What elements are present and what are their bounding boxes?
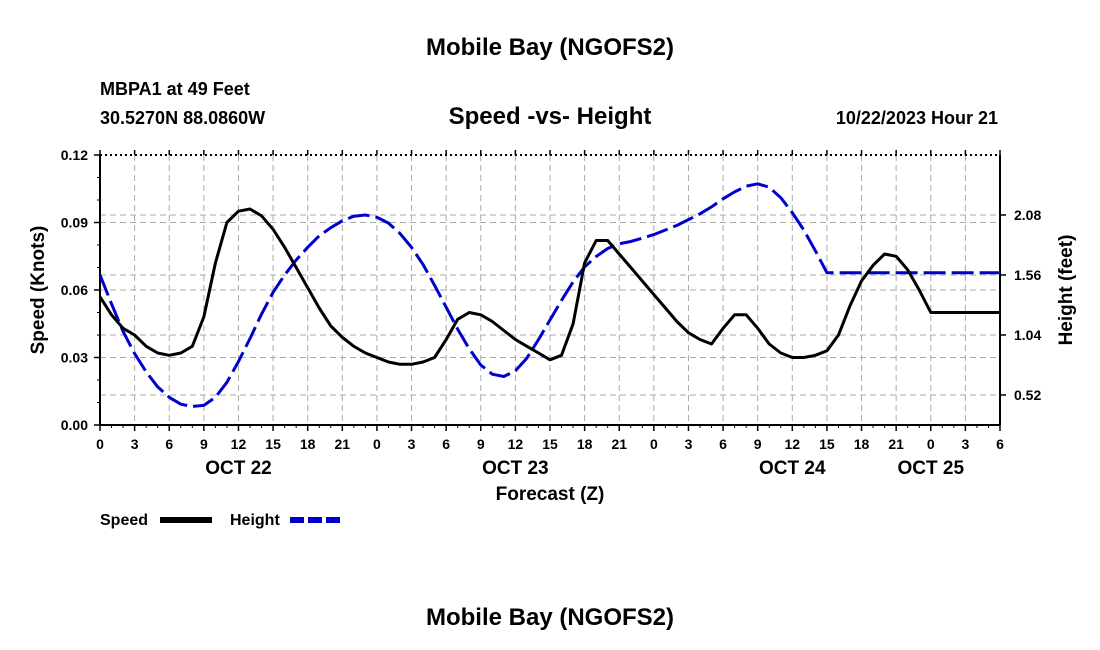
x-tick-label: 3 xyxy=(685,436,693,452)
y-left-tick-label: 0.00 xyxy=(61,417,88,433)
x-tick-label: 0 xyxy=(96,436,104,452)
x-tick-label: 6 xyxy=(165,436,173,452)
x-tick-label: 18 xyxy=(300,436,316,452)
x-tick-label: 15 xyxy=(542,436,558,452)
y-left-tick-label: 0.09 xyxy=(61,215,88,231)
y-axis-right-label: Height (feet) xyxy=(1056,235,1077,346)
x-tick-label: 12 xyxy=(231,436,247,452)
x-tick-label: 12 xyxy=(785,436,801,452)
x-tick-label: 6 xyxy=(442,436,450,452)
x-tick-label: 6 xyxy=(996,436,1004,452)
coordinates-label: 30.5270N 88.0860W xyxy=(100,108,265,128)
series-lines xyxy=(98,182,1000,408)
x-tick-label: 9 xyxy=(754,436,762,452)
date-label: OCT 24 xyxy=(759,458,826,479)
x-tick-label: 15 xyxy=(265,436,281,452)
chart-subtitle: Speed -vs- Height xyxy=(449,103,652,130)
date-label: OCT 23 xyxy=(482,458,549,479)
x-tick-label: 12 xyxy=(508,436,524,452)
x-tick-label: 0 xyxy=(927,436,935,452)
x-tick-label: 21 xyxy=(335,436,351,452)
y-right-tick-label: 0.52 xyxy=(1014,387,1041,403)
x-tick-label: 6 xyxy=(719,436,727,452)
legend-speed-label: Speed xyxy=(100,512,148,529)
x-tick-label: 3 xyxy=(961,436,969,452)
x-tick-label: 3 xyxy=(408,436,416,452)
y-right-tick-label: 1.04 xyxy=(1014,327,1041,343)
y-right-tick-label: 2.08 xyxy=(1014,207,1041,223)
x-tick-label: 3 xyxy=(131,436,139,452)
grid xyxy=(100,155,1000,425)
legend: Speed Height xyxy=(100,512,342,529)
forecast-datetime: 10/22/2023 Hour 21 xyxy=(836,108,998,128)
date-label: OCT 25 xyxy=(898,458,965,479)
x-tick-label: 0 xyxy=(373,436,381,452)
y-right-tick-label: 1.56 xyxy=(1014,267,1041,283)
date-label: OCT 22 xyxy=(205,458,272,479)
legend-height-label: Height xyxy=(230,512,280,529)
x-tick-label: 15 xyxy=(819,436,835,452)
y-left-tick-label: 0.06 xyxy=(61,282,88,298)
footer-title: Mobile Bay (NGOFS2) xyxy=(426,604,674,631)
x-tick-label: 21 xyxy=(888,436,904,452)
x-tick-label: 18 xyxy=(577,436,593,452)
x-tick-label: 21 xyxy=(611,436,627,452)
x-tick-label: 0 xyxy=(650,436,658,452)
y-left-tick-label: 0.03 xyxy=(61,350,88,366)
station-label: MBPA1 at 49 Feet xyxy=(100,79,250,99)
series-line-speed xyxy=(98,207,1000,366)
axes: 0 3 6 9 12 15 18 21 0 3 6 9 12 15 18 21 0 3 6 9 12 15 18 21 0 3 6 O… xyxy=(61,147,1042,479)
x-axis-label: Forecast (Z) xyxy=(496,484,605,505)
series-line-height xyxy=(98,182,1000,408)
y-axis-left-label: Speed (Knots) xyxy=(28,226,49,355)
x-tick-label: 9 xyxy=(200,436,208,452)
y-left-tick-label: 0.12 xyxy=(61,147,88,163)
x-tick-label: 18 xyxy=(854,436,870,452)
x-tick-label: 9 xyxy=(477,436,485,452)
chart-title: Mobile Bay (NGOFS2) xyxy=(426,34,674,61)
